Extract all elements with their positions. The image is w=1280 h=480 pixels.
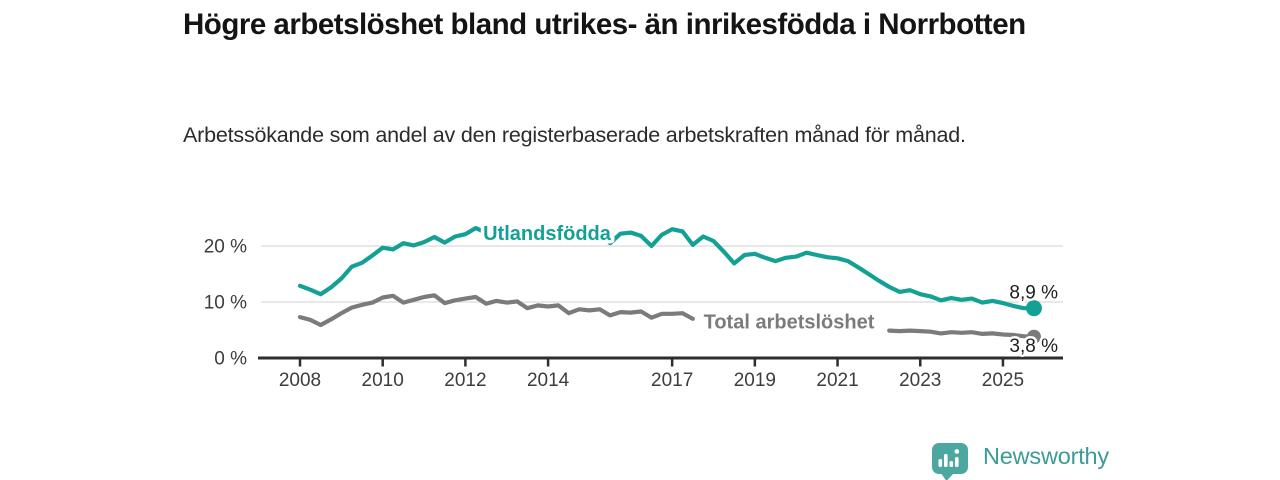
x-axis-tick-label: 2025 xyxy=(982,370,1024,391)
series-end-dot xyxy=(1025,300,1042,317)
newsworthy-logo-icon xyxy=(932,443,968,480)
y-axis-tick-label: 20 % xyxy=(204,237,247,258)
line-utlandsfodda xyxy=(297,226,1037,311)
x-axis-tick-label: 2023 xyxy=(899,370,941,391)
x-axis-tick-label: 2008 xyxy=(279,370,321,391)
x-axis-tick-label: 2014 xyxy=(527,370,570,391)
newsworthy-brand-name: Newsworthy xyxy=(983,443,1109,470)
line-total-arbetsloshet xyxy=(887,328,1037,339)
x-axis-tick-label: 2021 xyxy=(816,370,858,391)
x-axis-tick-label: 2019 xyxy=(734,370,776,391)
y-axis-tick-label: 0 % xyxy=(214,349,247,370)
series-label-total-arbetsloshet: Total arbetslöshet xyxy=(704,312,875,334)
series-end-value-label: 8,9 % xyxy=(1009,283,1058,304)
newsworthy-brand: Newsworthy xyxy=(928,441,1109,480)
y-axis-tick-label: 10 % xyxy=(204,293,247,314)
chart-title: Högre arbetslöshet bland utrikes- än inr… xyxy=(183,8,1026,41)
series-label-utlandsfodda: Utlandsfödda xyxy=(483,223,612,245)
chart-subtitle: Arbetssökande som andel av den registerb… xyxy=(183,123,966,147)
x-axis-tick-label: 2017 xyxy=(651,370,693,391)
series-end-value-label: 3,8 % xyxy=(1009,336,1058,357)
x-axis-tick-label: 2012 xyxy=(444,370,486,391)
series-end-dot xyxy=(1026,329,1041,344)
x-axis-tick-label: 2010 xyxy=(362,370,404,391)
line-total-arbetsloshet xyxy=(297,293,695,328)
